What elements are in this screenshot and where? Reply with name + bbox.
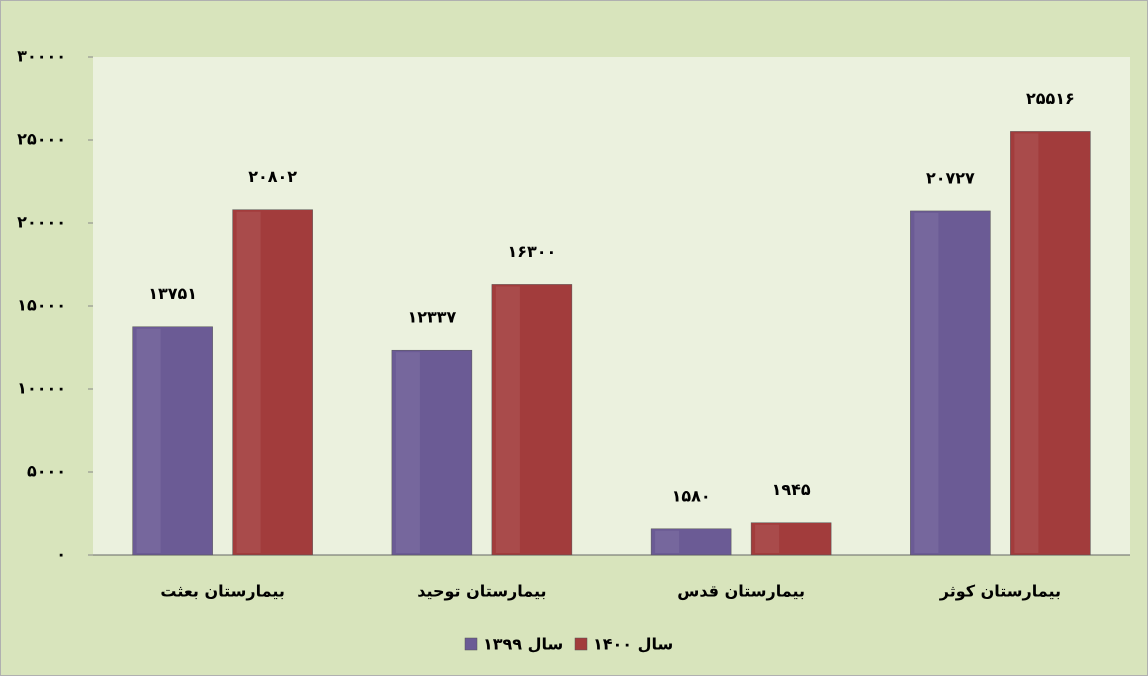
bar-highlight	[1014, 133, 1039, 554]
y-tick-label: ۳۰۰۰۰	[17, 47, 66, 66]
bar-highlight	[395, 352, 420, 553]
y-tick-label: ۲۵۰۰۰	[17, 130, 66, 149]
legend-swatch	[464, 637, 478, 651]
data-label: ۱۲۳۳۷	[407, 308, 456, 327]
data-label: ۱۳۷۵۱	[148, 284, 197, 303]
legend-label: سال ۱۴۰۰	[593, 635, 673, 654]
bar	[232, 209, 313, 556]
bar	[650, 528, 732, 556]
bar-highlight	[136, 328, 161, 553]
bar	[910, 210, 991, 556]
data-label: ۲۰۷۲۷	[926, 168, 975, 187]
data-label: ۱۵۸۰	[672, 486, 711, 505]
y-tick-label: ۰	[56, 545, 66, 564]
bar-highlight	[655, 530, 680, 553]
data-label: ۱۹۴۵	[772, 480, 811, 499]
bar	[750, 522, 832, 556]
data-label: ۲۵۵۱۶	[1026, 89, 1075, 108]
bar	[391, 349, 473, 556]
y-tick-label: ۲۰۰۰۰	[17, 213, 66, 232]
legend-swatch	[574, 637, 588, 651]
x-tick-label: بیمارستان کوثر	[939, 582, 1061, 601]
data-label: ۲۰۸۰۲	[248, 167, 297, 186]
y-tick-label: ۱۵۰۰۰	[17, 296, 66, 315]
x-tick-label: بیمارستان توحید	[417, 582, 546, 601]
bar	[1010, 131, 1091, 556]
bar	[132, 326, 213, 556]
bar-highlight	[914, 212, 939, 553]
y-tick-label: ۵۰۰۰	[27, 462, 66, 481]
y-tick-label: ۱۰۰۰۰	[17, 379, 66, 398]
bar-highlight	[236, 211, 261, 553]
x-tick-label: بیمارستان بعثت	[160, 582, 285, 601]
bar-highlight	[755, 524, 780, 553]
bar	[491, 284, 573, 556]
legend-label: سال ۱۳۹۹	[483, 635, 563, 654]
bar-highlight	[495, 286, 520, 553]
data-label: ۱۶۳۰۰	[507, 242, 556, 261]
x-tick-label: بیمارستان قدس	[677, 582, 805, 601]
